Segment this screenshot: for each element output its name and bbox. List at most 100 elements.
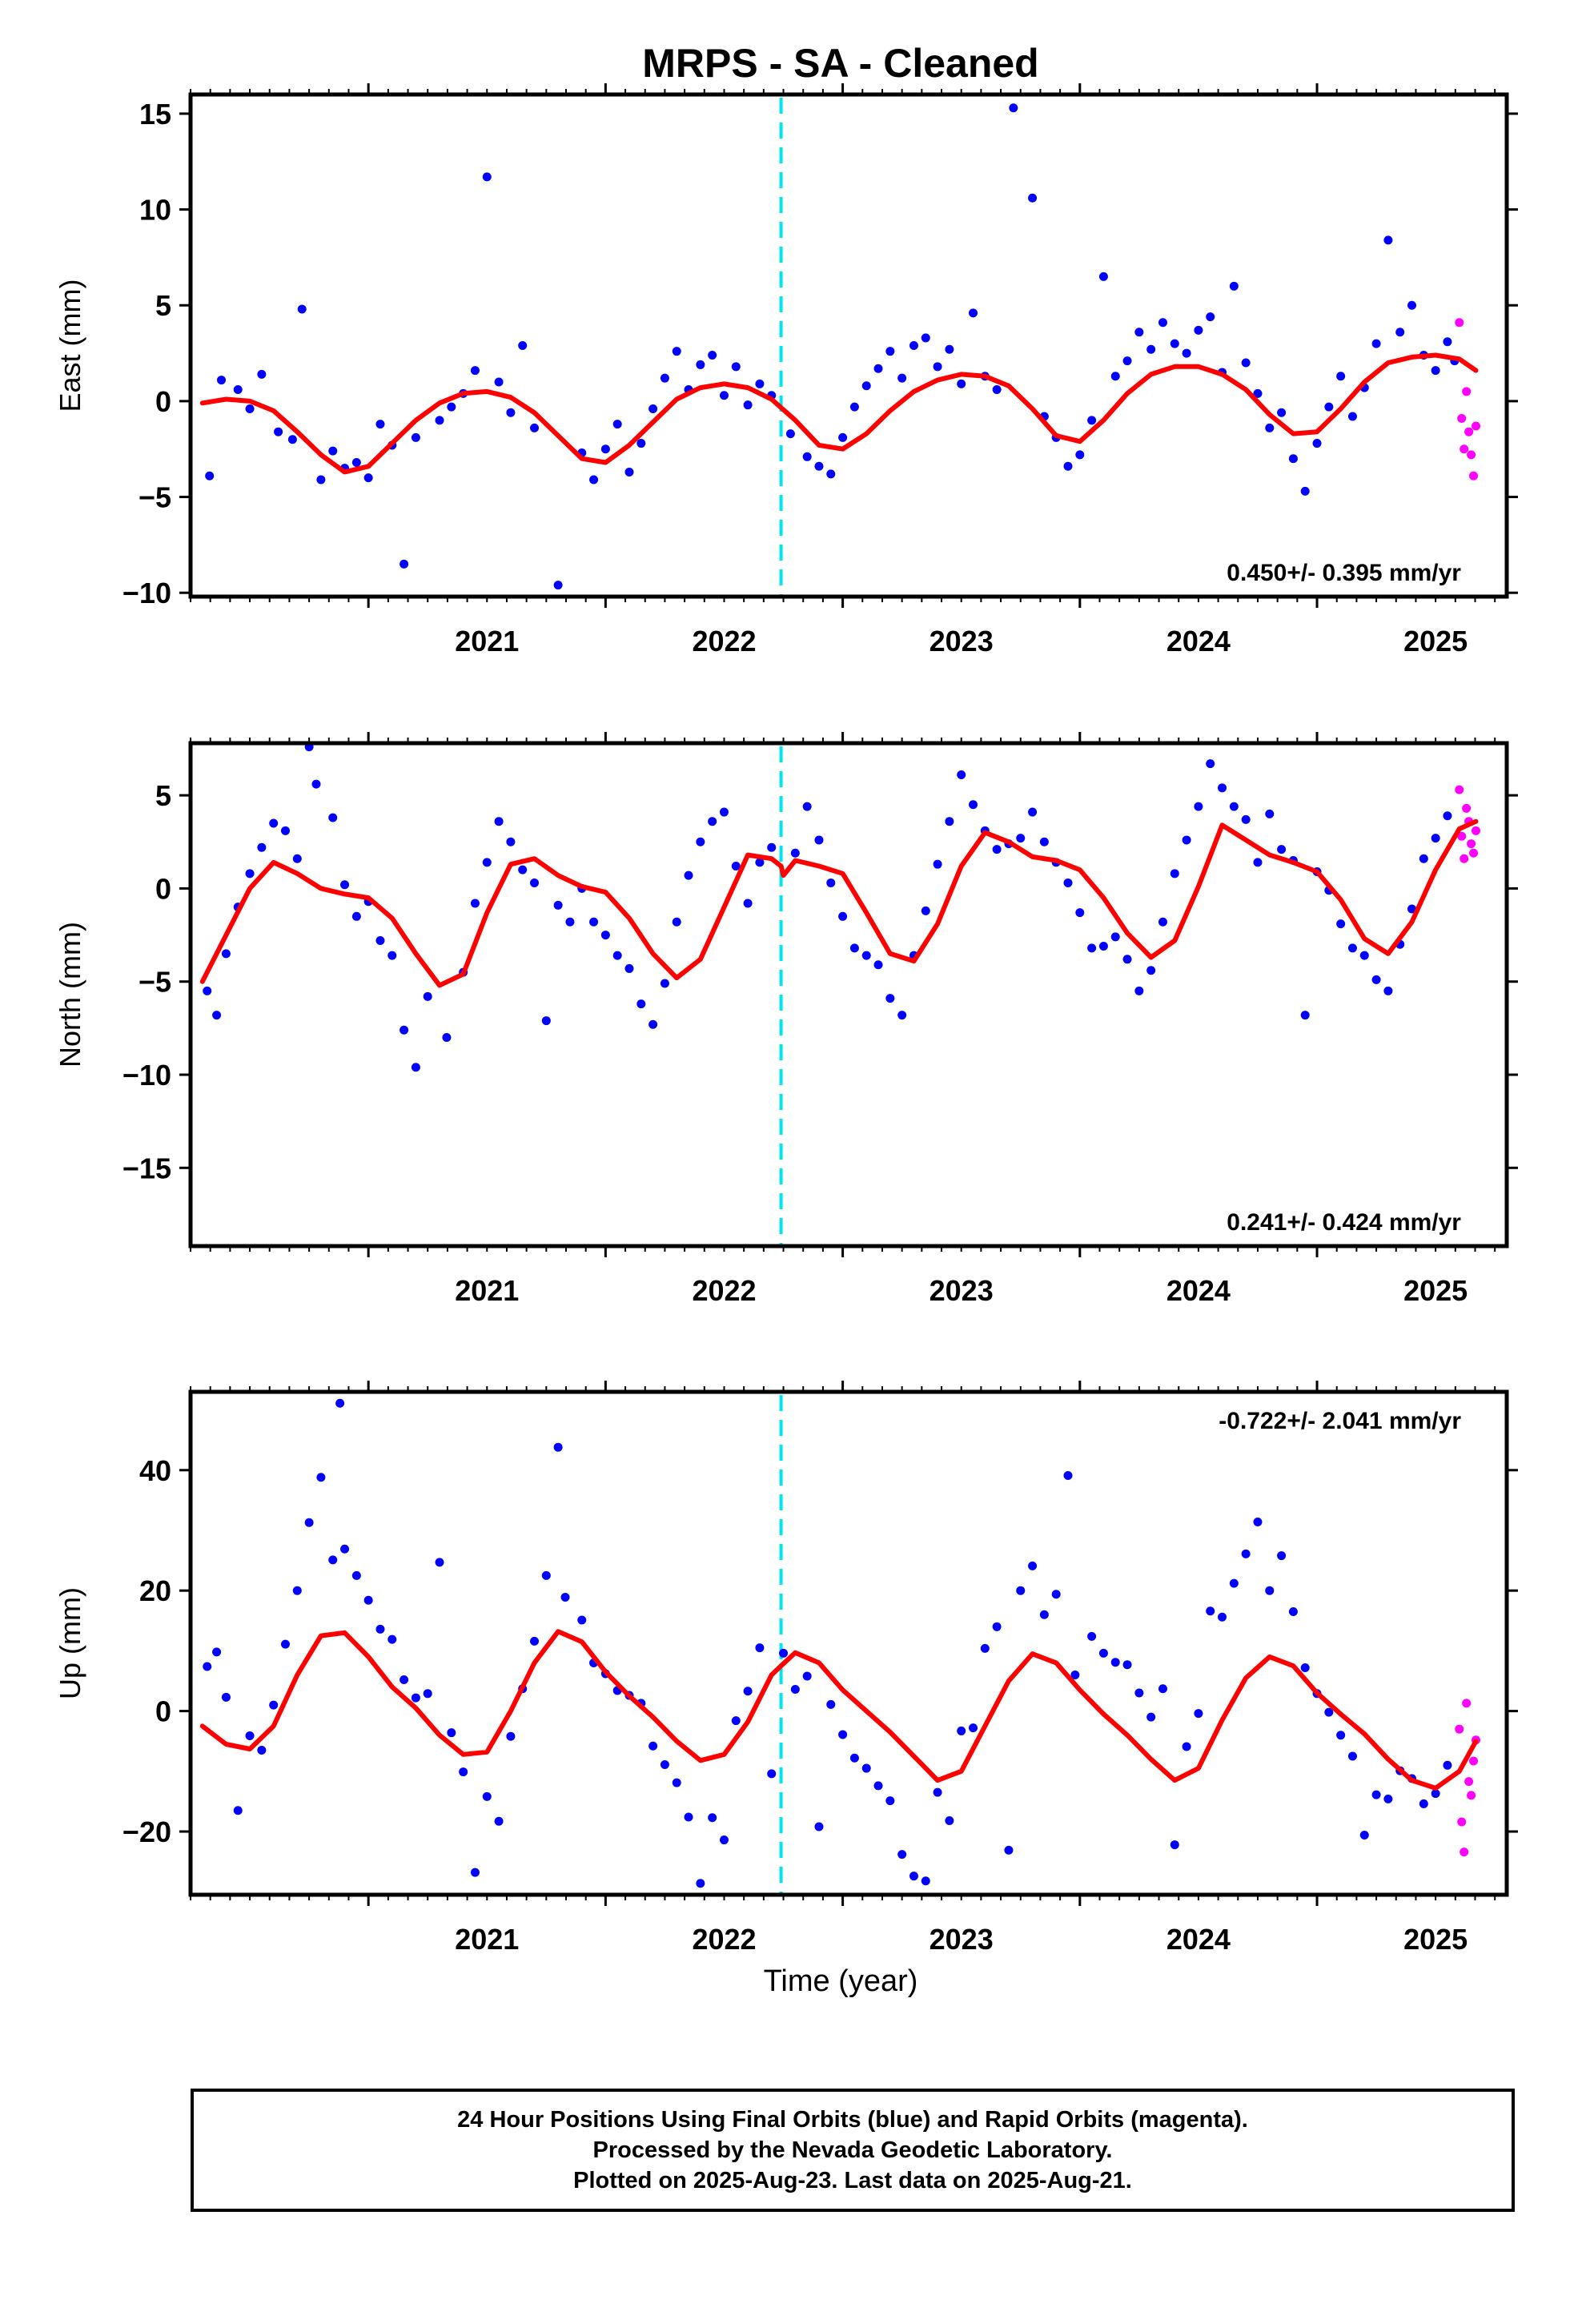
north-final-point — [838, 911, 848, 921]
up-final-point — [400, 1675, 409, 1685]
north-final-point — [1336, 919, 1346, 929]
up-final-point — [1122, 1660, 1132, 1670]
x-axis-label: Time (year) — [764, 1964, 918, 1998]
east-plot-frame — [188, 92, 1509, 599]
north-final-point — [292, 854, 302, 863]
east-x-tick-label: 2021 — [455, 625, 519, 657]
east-final-point — [1253, 388, 1263, 398]
north-model-line — [199, 818, 1479, 988]
up-final-point — [838, 1730, 848, 1739]
east-final-point — [274, 427, 283, 436]
north-final-point — [873, 960, 883, 970]
east-final-point — [600, 444, 610, 454]
up-x-tick-label: 2024 — [1166, 1923, 1231, 1956]
north-final-point — [203, 986, 212, 995]
north-final-point — [1277, 845, 1287, 854]
footer-line-3: Plotted on 2025-Aug-23. Last data on 202… — [573, 2168, 1132, 2193]
up-final-point — [826, 1699, 836, 1709]
up-final-point — [1218, 1612, 1227, 1622]
north-final-point — [814, 835, 824, 845]
east-final-point — [328, 446, 338, 456]
up-final-point — [530, 1636, 540, 1646]
north-final-point — [1443, 811, 1452, 821]
east-rate-label: 0.450+/- 0.395 mm/yr — [1227, 560, 1461, 586]
up-final-point — [1324, 1707, 1334, 1717]
north-final-point — [1300, 1011, 1310, 1020]
up-final-point — [1206, 1606, 1215, 1616]
up-final-point — [363, 1595, 373, 1605]
up-final-point — [969, 1723, 978, 1733]
north-final-point — [1229, 802, 1239, 811]
up-final-point — [328, 1555, 338, 1565]
up-final-point — [1347, 1751, 1357, 1761]
up-final-point — [957, 1726, 966, 1735]
up-final-point — [292, 1586, 302, 1595]
up-final-point — [945, 1815, 954, 1825]
up-final-point — [909, 1872, 918, 1881]
up-final-point — [257, 1745, 267, 1755]
up-final-point — [541, 1570, 551, 1580]
east-final-point — [400, 559, 409, 569]
north-final-point — [482, 858, 492, 867]
north-final-point — [1016, 834, 1026, 843]
up-final-point — [470, 1868, 480, 1877]
north-final-point — [933, 859, 942, 869]
east-final-point — [553, 581, 563, 590]
north-final-point — [1419, 854, 1428, 863]
east-final-point — [1110, 372, 1120, 381]
north-final-point — [1098, 942, 1108, 951]
up-final-point — [304, 1518, 314, 1527]
up-rapid-point — [1462, 1699, 1472, 1708]
up-rapid-point — [1467, 1791, 1476, 1800]
up-final-point — [1419, 1799, 1428, 1808]
up-final-point — [861, 1763, 871, 1773]
north-final-point — [885, 994, 895, 1003]
north-final-point — [311, 779, 321, 789]
up-final-point — [873, 1781, 883, 1791]
up-final-point — [411, 1693, 420, 1703]
north-rapid-point — [1467, 839, 1476, 849]
north-final-point — [553, 900, 563, 910]
east-final-point — [945, 344, 954, 354]
east-final-point — [957, 379, 966, 388]
north-rate-label: 0.241+/- 0.424 mm/yr — [1227, 1209, 1461, 1236]
east-final-point — [217, 376, 227, 385]
east-x-tick-label: 2023 — [930, 625, 994, 657]
north-x-tick-label: 2023 — [930, 1274, 994, 1307]
north-y-tick-label: 0 — [155, 872, 171, 905]
up-final-point — [790, 1685, 800, 1695]
north-final-point — [708, 817, 717, 826]
east-final-point — [1241, 358, 1251, 368]
east-final-point — [316, 475, 326, 485]
east-final-point — [411, 432, 420, 442]
east-final-point — [233, 385, 243, 395]
north-final-point — [897, 1011, 907, 1020]
north-final-point — [518, 865, 528, 875]
north-final-point — [1347, 943, 1357, 953]
east-final-point — [1146, 344, 1156, 354]
up-final-point — [506, 1731, 516, 1741]
east-final-point — [785, 429, 795, 439]
north-final-point — [470, 899, 480, 908]
east-final-point — [1182, 348, 1191, 358]
east-x-tick-label: 2025 — [1403, 625, 1468, 657]
east-rapid-point — [1469, 471, 1479, 480]
east-model-line — [199, 352, 1479, 475]
up-final-point — [779, 1648, 789, 1658]
north-final-point — [755, 858, 765, 867]
up-final-point — [743, 1687, 753, 1696]
north-final-point — [494, 817, 504, 826]
east-final-point — [838, 432, 848, 442]
north-x-tick-label: 2024 — [1166, 1274, 1231, 1307]
up-final-point — [755, 1643, 765, 1653]
east-final-point — [375, 420, 385, 429]
up-final-point — [221, 1692, 231, 1702]
up-final-point — [1241, 1549, 1251, 1558]
up-final-point — [459, 1767, 468, 1777]
north-y-tick-label: −10 — [122, 1059, 171, 1092]
up-final-point — [696, 1879, 705, 1888]
east-final-point — [992, 385, 1002, 395]
east-final-point — [518, 341, 528, 350]
east-final-point — [205, 471, 215, 480]
north-final-point — [1194, 802, 1203, 811]
